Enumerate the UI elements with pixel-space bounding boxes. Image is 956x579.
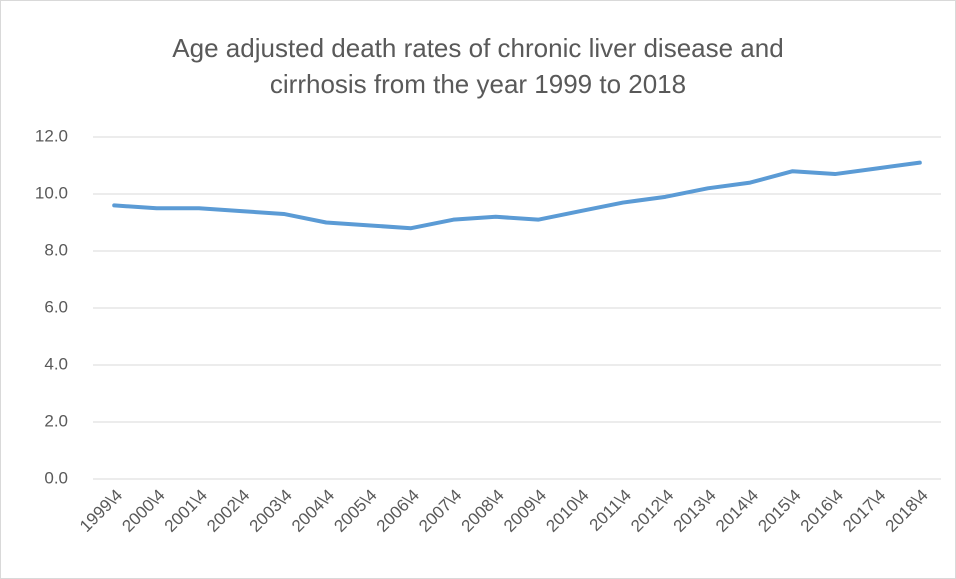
x-tick-label: 2018\4 — [882, 486, 932, 536]
y-tick-label: 10.0 — [35, 183, 68, 202]
x-tick-label: 2009\4 — [500, 486, 550, 536]
y-tick-label: 0.0 — [44, 468, 68, 487]
y-tick-label: 12.0 — [35, 126, 68, 145]
y-tick-label: 8.0 — [44, 240, 68, 259]
x-tick-label: 2013\4 — [670, 486, 720, 536]
y-tick-label: 6.0 — [44, 297, 68, 316]
x-tick-label: 2011\4 — [586, 486, 635, 535]
x-tick-label: 2014\4 — [712, 486, 762, 536]
x-tick-label: 2000\4 — [118, 486, 168, 536]
x-tick-label: 2015\4 — [754, 486, 804, 536]
x-tick-label: 2003\4 — [246, 486, 296, 536]
x-tick-label: 2010\4 — [542, 486, 592, 536]
chart-title: Age adjusted death rates of chronic live… — [172, 33, 784, 99]
y-tick-label: 4.0 — [44, 354, 68, 373]
x-tick-label: 2006\4 — [373, 486, 423, 536]
x-tick-label: 2016\4 — [797, 486, 847, 536]
x-tick-label: 2001\4 — [161, 486, 211, 536]
data-line — [112, 160, 922, 231]
x-tick-label: 2007\4 — [415, 486, 465, 536]
x-tick-label: 2017\4 — [839, 486, 889, 536]
x-tick-label: 2005\4 — [330, 486, 380, 536]
x-tick-label: 2008\4 — [458, 486, 508, 536]
x-tick-label: 2002\4 — [203, 486, 253, 536]
y-tick-label: 2.0 — [44, 411, 68, 430]
x-tick-label: 2012\4 — [627, 486, 677, 536]
x-tick-label: 2004\4 — [288, 486, 338, 536]
x-tick-label: 1999\4 — [76, 486, 126, 536]
